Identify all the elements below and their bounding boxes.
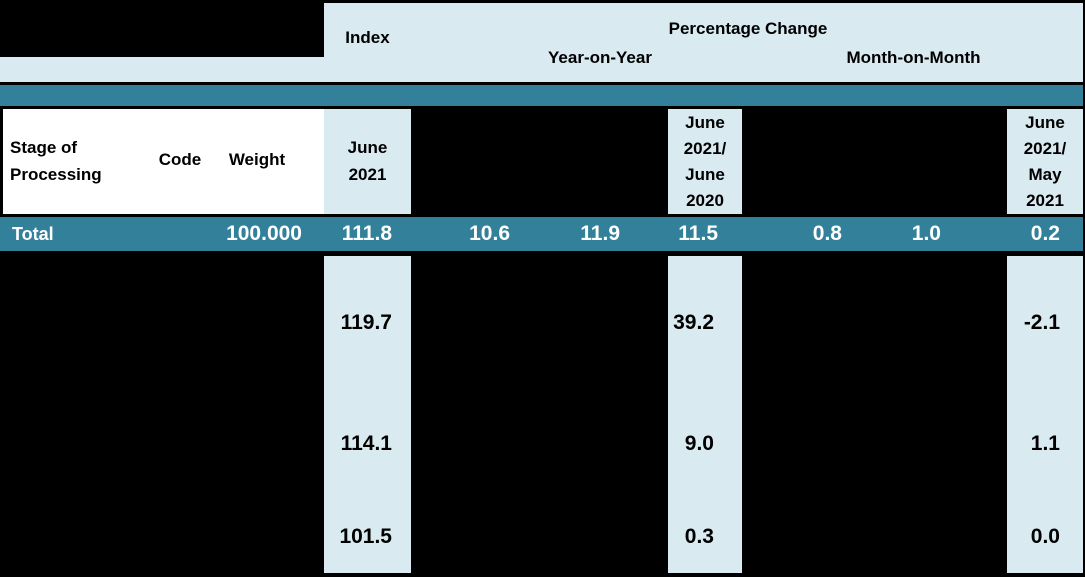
redacted-title-block: [0, 0, 324, 57]
mom-period-line4: 2021: [1026, 191, 1064, 210]
total-mom-june-value: 0.2: [1030, 222, 1060, 245]
row1-index-value: 119.7: [340, 311, 392, 334]
row2-index-value: 114.1: [340, 432, 392, 455]
weight-header: Weight: [228, 150, 286, 169]
yoy-period-line4: 2020: [686, 191, 724, 210]
total-mom-1-value: 0.8: [812, 222, 842, 245]
redacted-yoy-header-cells: [411, 109, 668, 214]
stage-of-processing-header: Stage of Processing: [10, 134, 102, 188]
percentage-change-group-label: Percentage Change: [668, 19, 828, 38]
table-top-border: [324, 0, 1085, 3]
total-row: [0, 217, 1085, 251]
row1-mom-value: -2.1: [1023, 311, 1060, 334]
total-row-label: Total: [12, 224, 54, 244]
row2-mom-value: 1.1: [1030, 432, 1060, 455]
divider-line-top: [0, 82, 1085, 85]
index-period-header-cell: [324, 109, 411, 214]
mom-data-column: [1007, 256, 1083, 573]
total-yoy-1-value: 10.6: [469, 222, 510, 245]
row3-yoy-value: 0.3: [684, 525, 714, 548]
row1-yoy-value: 39.2: [673, 311, 714, 334]
yoy-period-line1: June: [685, 113, 725, 132]
teal-band: [0, 85, 1085, 106]
total-yoy-june-value: 11.5: [678, 222, 718, 245]
yoy-data-column: [668, 256, 742, 573]
mom-period-header-cell: [1007, 109, 1083, 214]
row2-yoy-value: 9.0: [684, 432, 714, 455]
total-yoy-2-value: 11.9: [580, 222, 620, 245]
index-period-line1: June: [347, 138, 388, 157]
redacted-data-region: [0, 251, 1085, 577]
mom-period-line1: June: [1025, 113, 1065, 132]
row3-mom-value: 0.0: [1030, 525, 1060, 548]
month-on-month-group-label: Month-on-Month: [846, 48, 981, 67]
table-right-border: [1083, 0, 1085, 577]
row3-index-value: 101.5: [339, 525, 392, 548]
index-period-header: June 2021: [324, 134, 411, 188]
index-data-column: [324, 256, 411, 573]
divider-line-above-total: [0, 214, 1085, 217]
total-mom-2-value: 1.0: [911, 222, 941, 245]
index-period-line2: 2021: [348, 165, 387, 184]
code-header: Code: [158, 150, 202, 169]
yoy-period-line2: 2021/: [683, 139, 727, 158]
mom-period-header: June 2021/ May 2021: [1007, 110, 1083, 214]
stage-of-processing-line2: Processing: [10, 165, 102, 184]
year-on-year-group-label: Year-on-Year: [548, 48, 652, 67]
total-weight-value: 100.000: [226, 222, 302, 245]
mom-period-line3: May: [1028, 165, 1062, 184]
redacted-mom-header-cells: [742, 109, 1007, 214]
mom-period-line2: 2021/: [1023, 139, 1067, 158]
index-group-label: Index: [345, 28, 390, 47]
total-index-value: 111.8: [341, 222, 392, 245]
stage-of-processing-line1: Stage of: [10, 138, 78, 157]
divider-line-under-band: [0, 106, 1085, 109]
yoy-period-line3: June: [685, 165, 725, 184]
table-left-border: [0, 109, 3, 214]
yoy-period-header: June 2021/ June 2020: [668, 110, 742, 214]
yoy-period-header-cell: [668, 109, 742, 214]
